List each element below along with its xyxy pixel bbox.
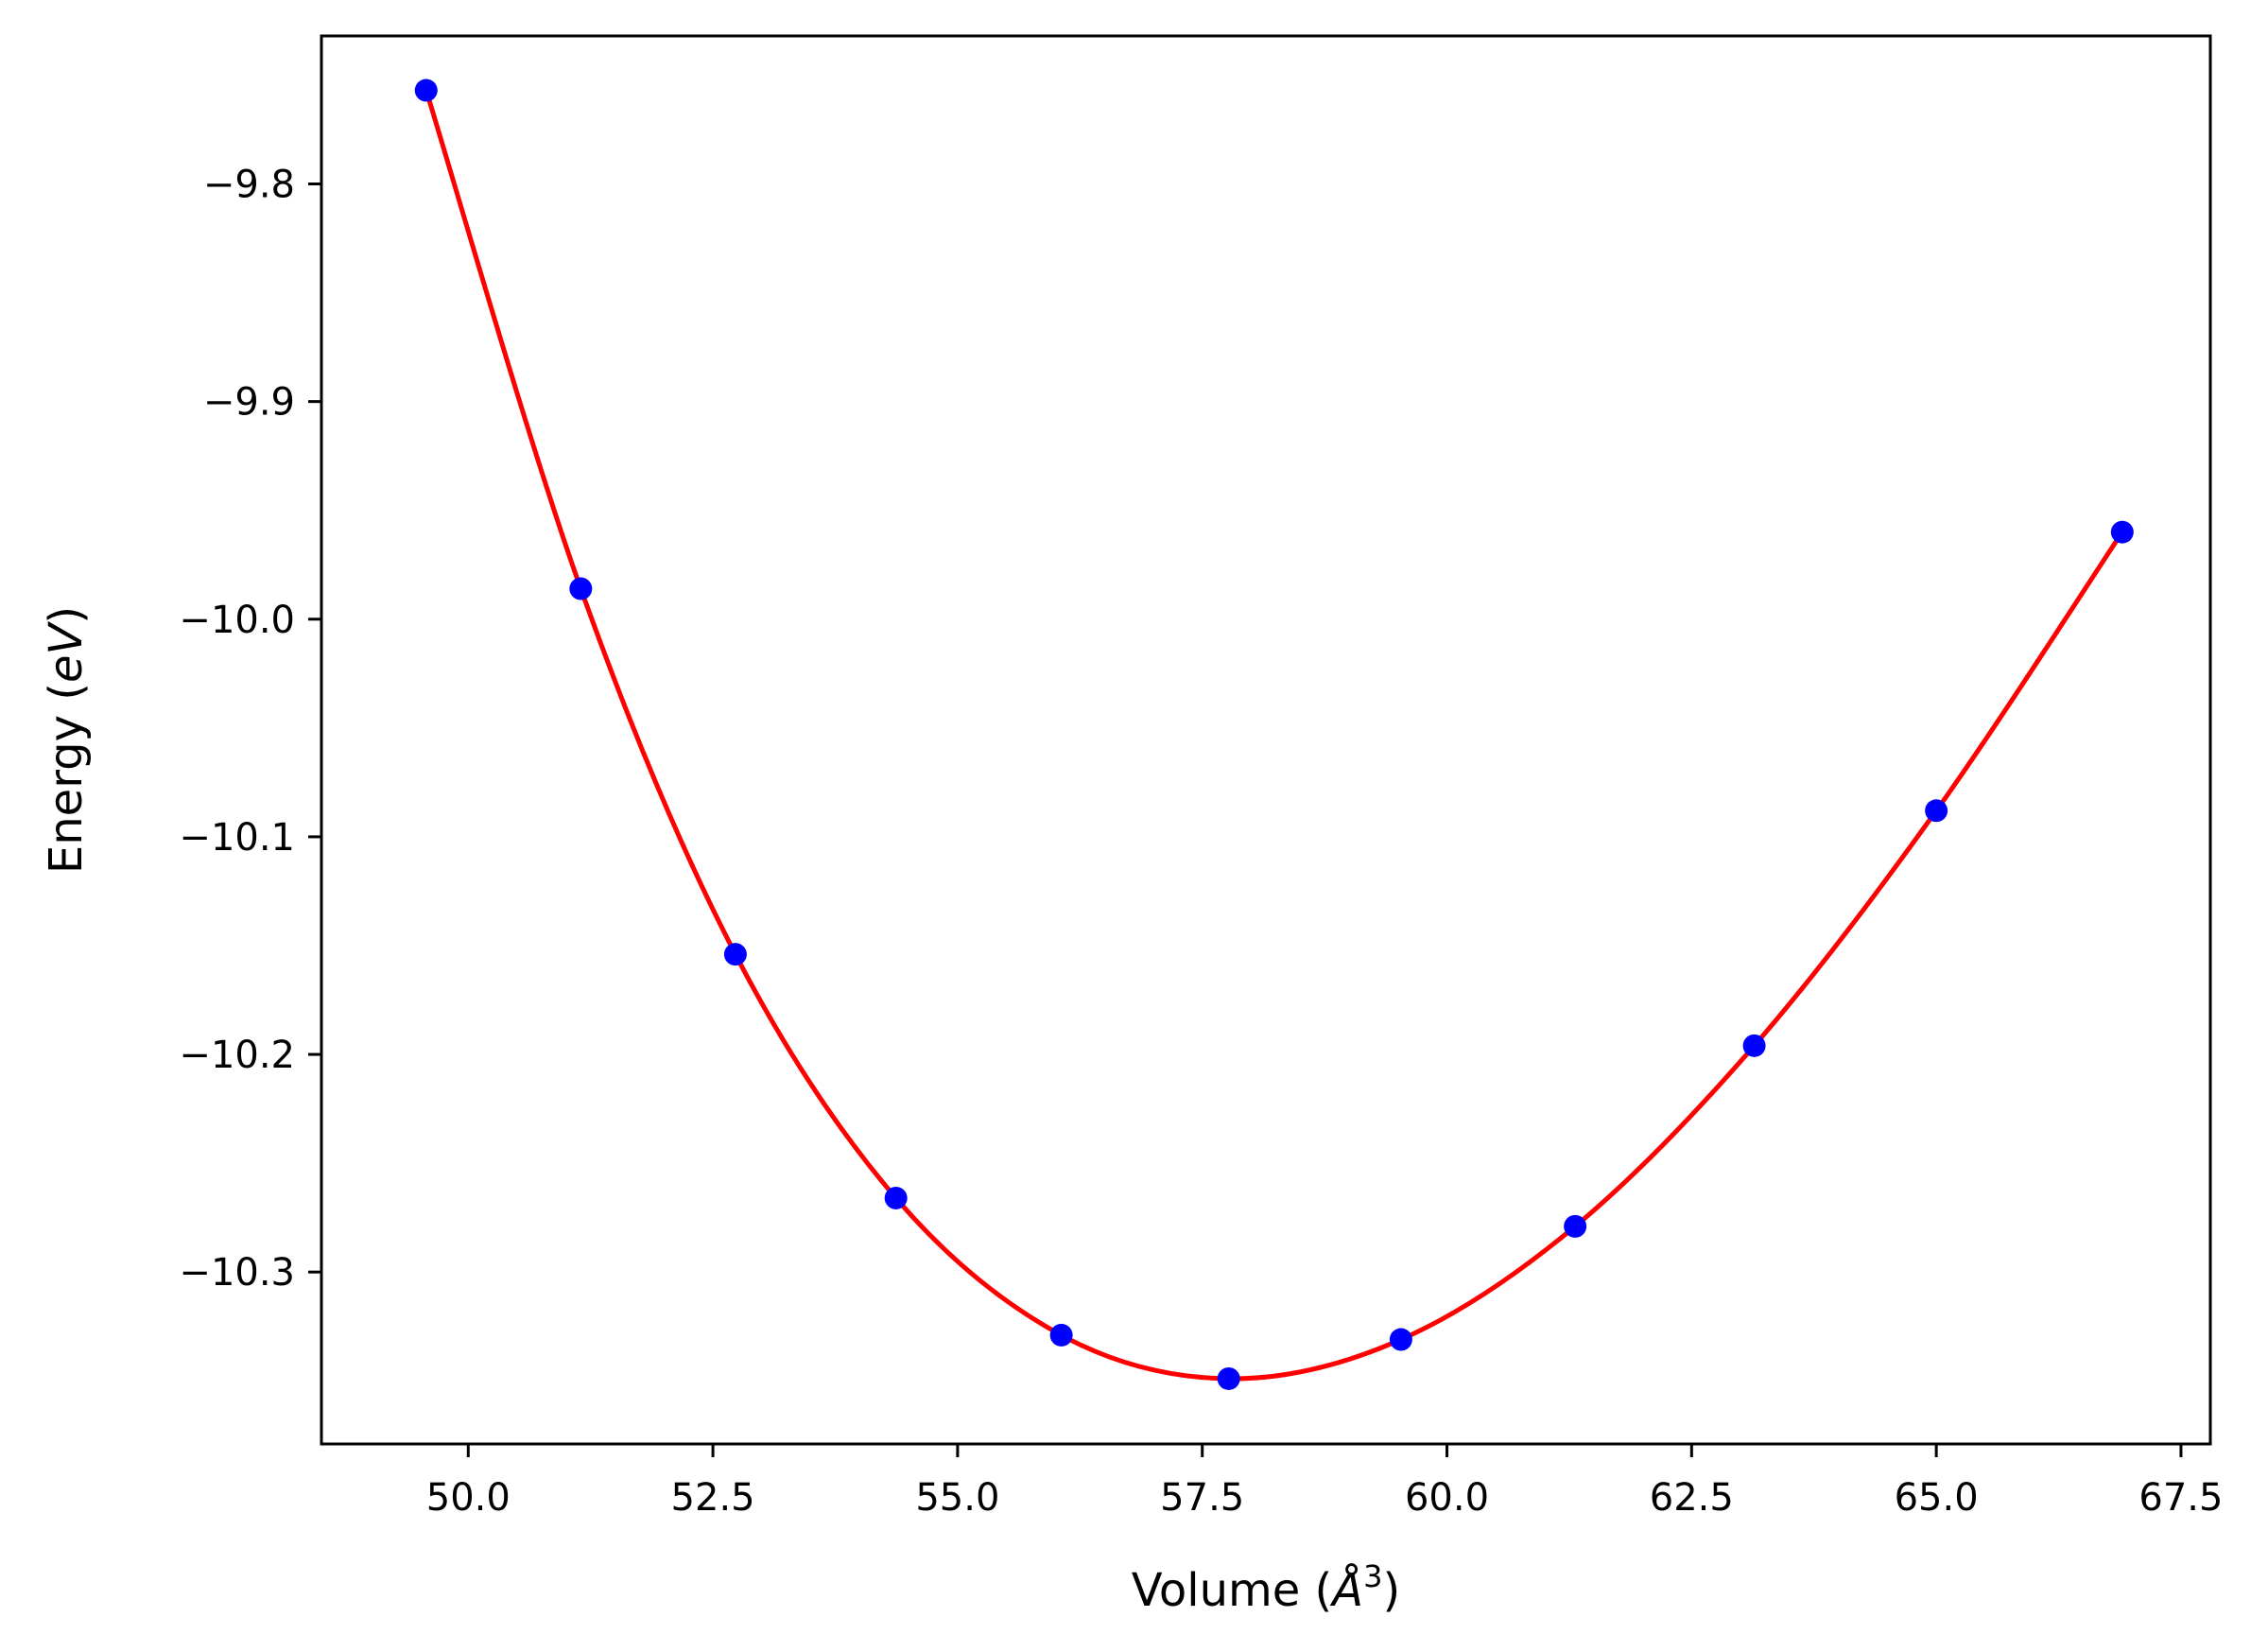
y-axis-title-unit: eV [40,621,93,684]
y-tick-label: −9.9 [203,381,295,425]
x-tick-label: 57.5 [1160,1476,1244,1520]
x-tick-label: 55.0 [915,1476,999,1520]
y-tick-label: −9.8 [203,163,295,206]
x-axis-ticks: 50.0 52.5 55.0 57.5 60.0 62.5 65.0 67.5 [426,1444,2223,1520]
y-axis-title: Energy (eV) [40,606,93,874]
fit-curve-line [424,89,2124,1382]
y-tick-label: −10.3 [179,1251,295,1295]
y-axis-ticks: −9.8 −9.9 −10.0 −10.1 −10.2 −10.3 [179,163,321,1295]
y-axis-title-suffix: ) [40,606,93,624]
data-point [1049,1323,1073,1347]
x-tick-label: 52.5 [671,1476,755,1520]
data-point [723,943,747,966]
x-tick-label: 60.0 [1405,1476,1489,1520]
data-point [2110,520,2134,544]
x-tick-label: 67.5 [2138,1476,2223,1520]
data-point [884,1186,908,1209]
x-tick-label: 50.0 [426,1476,511,1520]
data-point [1564,1214,1587,1238]
x-axis-title-superscript: 3 [1363,1558,1382,1594]
data-point [414,78,438,102]
x-tick-label: 62.5 [1650,1476,1734,1520]
x-tick-label: 65.0 [1895,1476,1979,1520]
y-tick-label: −10.2 [179,1034,295,1077]
data-point [1742,1034,1766,1057]
data-point [1925,799,1948,823]
y-tick-label: −10.0 [179,599,295,642]
data-point [569,577,593,600]
x-axis-title-suffix: ) [1382,1564,1400,1617]
y-axis-title-prefix: Energy ( [40,683,93,874]
data-point [1217,1366,1240,1390]
plot-area-frame [320,34,2212,1446]
y-tick-label: −10.1 [179,816,295,860]
data-point [1389,1328,1412,1351]
x-axis-title-prefix: Volume ( [1132,1564,1333,1617]
x-axis-title: Volume (Å3) [1132,1558,1400,1617]
x-axis-title-symbol: Å [1329,1563,1363,1617]
data-points [414,78,2134,1390]
